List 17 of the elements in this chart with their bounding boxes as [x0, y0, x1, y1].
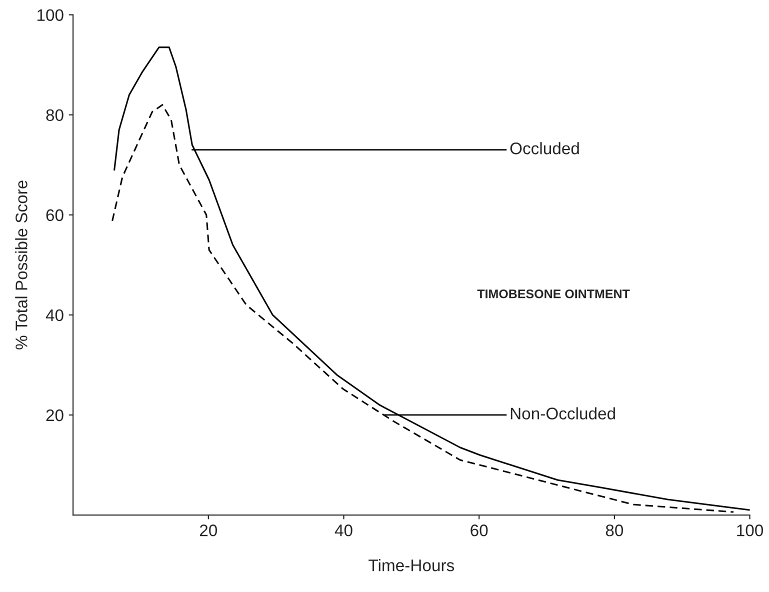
y-tick-label: 20 — [46, 409, 64, 422]
y-tick-label: 80 — [46, 109, 64, 122]
x-tick-label: 100 — [737, 524, 764, 536]
line-series — [112, 104, 734, 513]
x-tick-label: 80 — [606, 524, 624, 536]
y-tick-label: 60 — [46, 209, 64, 222]
y-axis-title: % Total Possible Score — [15, 180, 28, 350]
x-tick-label: 40 — [334, 524, 352, 536]
x-tick-label: 60 — [470, 524, 488, 536]
annotation: TIMOBESONE OINTMENT — [477, 289, 630, 298]
y-tick-label: 40 — [46, 309, 64, 322]
x-axis-title: Time-Hours — [368, 559, 454, 572]
line-series — [114, 46, 750, 511]
annotation: Non-Occluded — [510, 407, 615, 420]
y-tick-label: 100 — [37, 9, 64, 22]
annotation: Occluded — [510, 142, 579, 154]
x-tick-label: 20 — [200, 524, 218, 536]
